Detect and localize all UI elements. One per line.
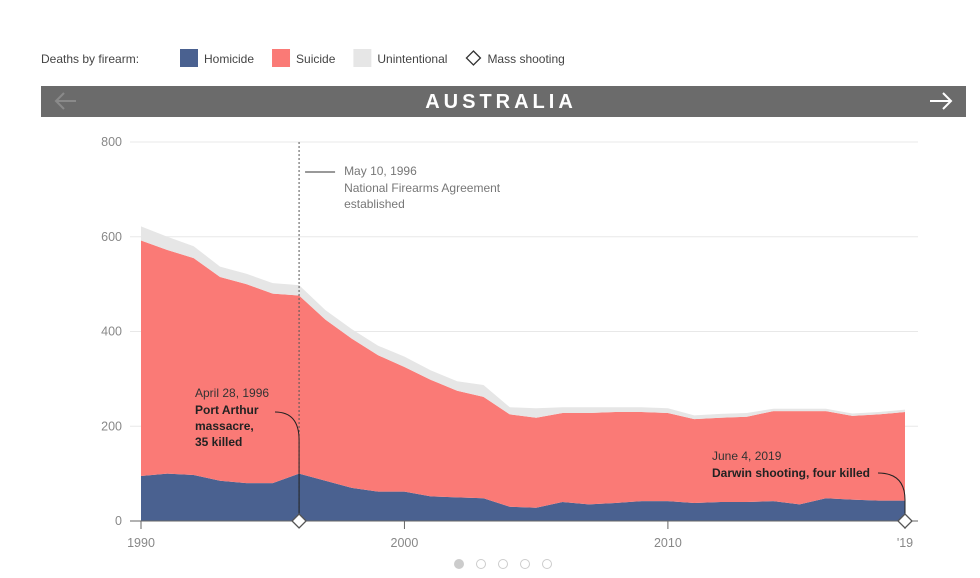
annotation-text: Port Arthur [195,403,259,417]
x-tick-label: 2010 [654,536,682,550]
plot: 0 200 400 600 800 1990 2000 2010 '19 May 10, 1996… [101,135,918,550]
y-tick-label: 600 [101,230,122,244]
legend-diamond [465,50,482,66]
header-bar [41,86,966,117]
annotation-text: massacre, [195,419,254,433]
y-tick-label: 800 [101,135,122,149]
annotation-leader [877,472,906,515]
page-dot[interactable] [454,559,464,569]
legend-title: Deaths by firearm: [41,52,139,66]
annotation-text: established [344,197,405,211]
chart-title: AUSTRALIA [425,91,577,113]
legend-swatch [353,49,372,67]
area [141,240,905,508]
annotation-date: June 4, 2019 [712,449,782,463]
legend-swatch [272,49,291,67]
page-dot[interactable] [542,559,552,569]
annotation-text: 35 killed [195,435,242,449]
next-arrow[interactable] [930,92,953,110]
y-tick-label: 400 [101,325,122,339]
annotation-date: April 28, 1996 [195,386,269,400]
legend-label: Mass shooting [487,52,564,66]
annotation-text: Darwin shooting, four killed [712,466,870,480]
legend-swatch [180,49,198,67]
pagination [454,559,552,569]
page-dot[interactable] [520,559,530,569]
prev-arrow[interactable] [54,92,76,110]
annotation-text: National Firearms Agreement [344,181,501,195]
x-tick-label: '19 [897,536,913,550]
mass-shooting-marker [897,513,913,529]
x-tick-label: 1990 [127,536,155,550]
annotation-date: May 10, 1996 [344,164,417,178]
page-dot[interactable] [498,559,508,569]
legend: Homicide Suicide Unintentional Mass shootin… [180,49,565,67]
legend-label: Unintentional [377,52,447,66]
y-tick-label: 0 [115,514,122,528]
legend-label: Suicide [296,52,336,66]
x-tick-label: 2000 [391,536,419,550]
mass-shooting-marker [291,513,307,529]
legend-label: Homicide [204,52,254,66]
annotation-leader [274,411,300,515]
y-tick-label: 200 [101,419,122,433]
page-dot[interactable] [476,559,486,569]
area [141,473,905,521]
